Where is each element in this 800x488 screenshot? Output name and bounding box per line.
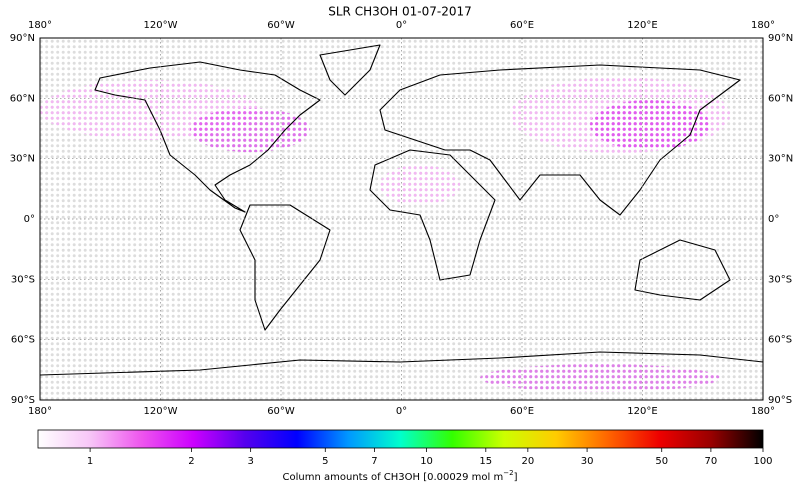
coastline bbox=[369, 149, 496, 281]
coastline bbox=[239, 204, 331, 331]
map-area bbox=[40, 38, 763, 400]
colorbar-tick-label: 20 bbox=[521, 456, 534, 467]
coastline bbox=[94, 61, 321, 213]
colorbar-tick-label: 3 bbox=[247, 456, 253, 467]
lon-tick-label: 0° bbox=[396, 20, 407, 31]
colorbar-tick-label: 15 bbox=[479, 456, 492, 467]
colorbar-tick-label: 30 bbox=[581, 456, 594, 467]
colorbar-label-text: Column amounts of CH3OH [0.00029 mol m bbox=[283, 472, 504, 483]
map-frame bbox=[39, 37, 764, 401]
colorbar-tick-label: 50 bbox=[655, 456, 668, 467]
colorbar-tick-label: 100 bbox=[753, 456, 772, 467]
lat-tick-label: 60°S bbox=[11, 335, 35, 346]
colorbar-tick-label: 7 bbox=[371, 456, 377, 467]
lat-tick-label: 0° bbox=[768, 214, 779, 225]
lon-tick-label: 180° bbox=[28, 406, 52, 417]
colorbar-label: Column amounts of CH3OH [0.00029 mol m−2… bbox=[283, 469, 518, 483]
coastline bbox=[319, 44, 381, 96]
colorbar-tick-label: 5 bbox=[322, 456, 328, 467]
colorbar-tick-label: 1 bbox=[87, 456, 93, 467]
lon-tick-label: 120°W bbox=[144, 20, 178, 31]
observation-dots bbox=[380, 165, 460, 205]
graticule bbox=[40, 38, 763, 400]
lat-tick-label: 30°N bbox=[768, 154, 793, 165]
lon-tick-label: 180° bbox=[751, 20, 775, 31]
lat-tick-label: 60°N bbox=[768, 93, 793, 104]
lat-tick-label: 30°S bbox=[768, 274, 792, 285]
lon-tick-label: 60°E bbox=[510, 20, 534, 31]
colorbar-tick-label: 70 bbox=[705, 456, 718, 467]
colorbar-label-end: ] bbox=[514, 472, 518, 483]
lat-tick-label: 30°S bbox=[11, 274, 35, 285]
colorbar-tick-label: 2 bbox=[188, 456, 194, 467]
observation-dots bbox=[590, 100, 710, 150]
coastline bbox=[379, 64, 741, 216]
lat-tick-label: 0° bbox=[24, 214, 35, 225]
lon-tick-label: 60°W bbox=[267, 406, 295, 417]
lon-tick-label: 120°W bbox=[144, 406, 178, 417]
colorbar-tick-label: 10 bbox=[420, 456, 433, 467]
lon-tick-label: 180° bbox=[751, 406, 775, 417]
lat-tick-label: 90°N bbox=[10, 33, 35, 44]
colorbar-label-superscript: −2 bbox=[503, 469, 513, 477]
lon-tick-label: 0° bbox=[396, 406, 407, 417]
lon-tick-label: 60°W bbox=[267, 20, 295, 31]
observation-dots bbox=[190, 108, 310, 152]
lon-tick-label: 60°E bbox=[510, 406, 534, 417]
lat-tick-label: 30°N bbox=[10, 154, 35, 165]
lat-tick-label: 60°N bbox=[10, 93, 35, 104]
lat-tick-label: 90°S bbox=[768, 395, 792, 406]
lon-tick-label: 120°E bbox=[627, 406, 657, 417]
coastline bbox=[634, 239, 731, 301]
observation-dots bbox=[480, 364, 720, 392]
lon-tick-label: 120°E bbox=[627, 20, 657, 31]
lon-tick-label: 180° bbox=[28, 20, 52, 31]
coastline bbox=[40, 351, 763, 376]
lat-tick-label: 90°S bbox=[11, 395, 35, 406]
colorbar bbox=[37, 429, 764, 449]
coastlines bbox=[40, 44, 763, 376]
lat-tick-label: 60°S bbox=[768, 335, 792, 346]
lat-tick-label: 90°N bbox=[768, 33, 793, 44]
title: SLR CH3OH 01-07-2017 bbox=[328, 5, 472, 19]
